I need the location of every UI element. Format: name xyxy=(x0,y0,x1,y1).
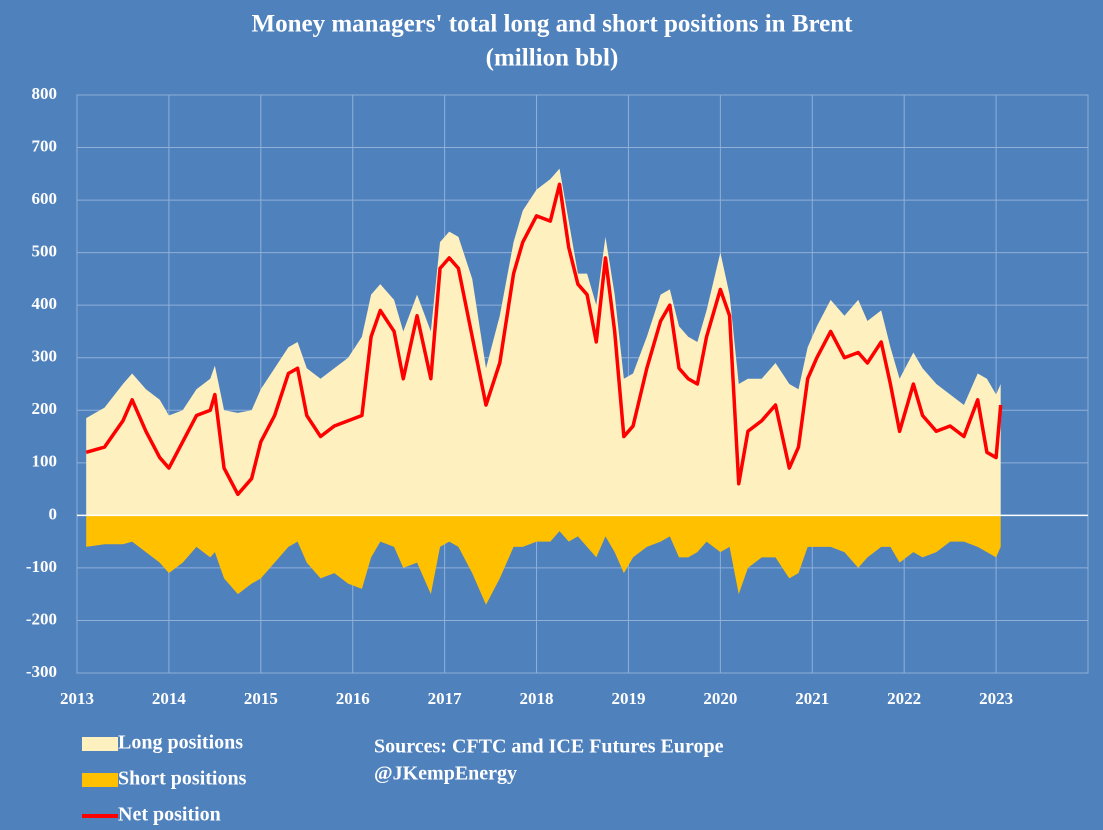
y-tick-label: -300 xyxy=(26,662,57,681)
y-tick-label: -100 xyxy=(26,557,57,576)
x-tick-label: 2013 xyxy=(60,689,94,708)
x-tick-label: 2017 xyxy=(428,689,463,708)
x-tick-label: 2021 xyxy=(795,689,829,708)
author-note: @JKempEnergy xyxy=(374,763,517,785)
x-tick-label: 2023 xyxy=(979,689,1013,708)
y-tick-label: 200 xyxy=(32,399,58,418)
x-tick-label: 2022 xyxy=(887,689,921,708)
x-tick-label: 2018 xyxy=(520,689,554,708)
x-tick-label: 2015 xyxy=(244,689,278,708)
chart-title: Money managers' total long and short pos… xyxy=(252,11,854,38)
plot-border xyxy=(76,94,1089,674)
y-tick-label: -200 xyxy=(26,609,57,628)
y-tick-label: 500 xyxy=(32,242,58,261)
y-tick-label: 800 xyxy=(32,84,58,103)
legend-label: Net position xyxy=(118,804,221,826)
y-tick-label: 0 xyxy=(49,504,58,523)
source-note: Sources: CFTC and ICE Futures Europe xyxy=(374,736,724,758)
y-tick-label: 700 xyxy=(32,136,58,155)
area xyxy=(86,515,1001,605)
y-tick-label: 300 xyxy=(32,347,58,366)
y-tick-label: 400 xyxy=(32,294,58,313)
legend-swatch xyxy=(82,737,118,751)
legend-label: Long positions xyxy=(118,732,243,754)
x-tick-label: 2019 xyxy=(611,689,645,708)
x-tick-label: 2016 xyxy=(336,689,370,708)
legend-label: Short positions xyxy=(118,768,247,790)
y-tick-label: 100 xyxy=(32,452,58,471)
x-tick-label: 2014 xyxy=(152,689,187,708)
y-tick-label: 600 xyxy=(32,189,58,208)
x-tick-label: 2020 xyxy=(703,689,737,708)
line xyxy=(85,182,1003,497)
chart-subtitle: (million bbl) xyxy=(486,45,619,72)
legend-swatch xyxy=(82,773,118,787)
